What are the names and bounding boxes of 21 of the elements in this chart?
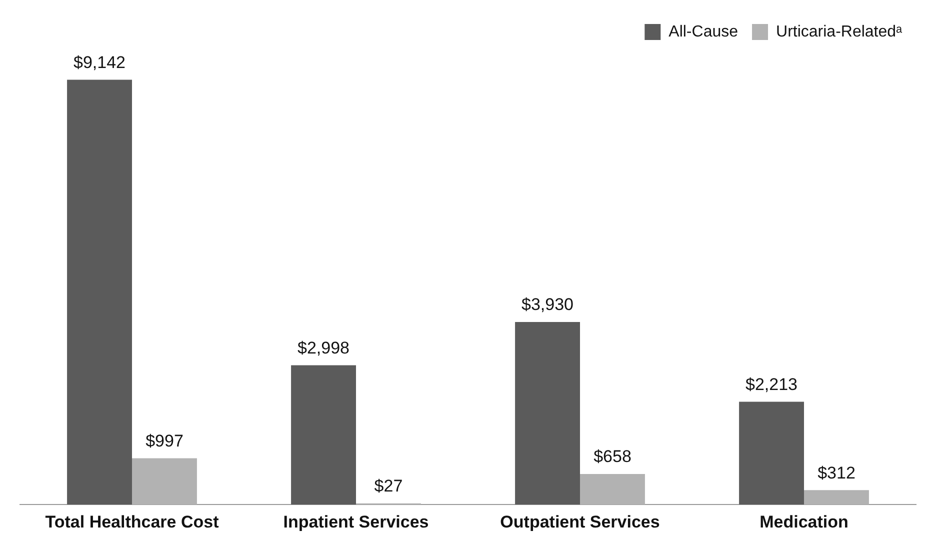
data-label: $3,930 xyxy=(522,295,574,314)
bar xyxy=(739,402,804,505)
data-label: $2,213 xyxy=(746,374,798,394)
data-label: $312 xyxy=(818,463,856,482)
bar xyxy=(580,474,645,505)
x-tick-label: Total Healthcare Cost xyxy=(45,512,220,532)
data-label: $658 xyxy=(594,447,632,466)
data-label: $997 xyxy=(146,431,184,450)
x-tick-label: Inpatient Services xyxy=(283,512,429,532)
bar xyxy=(291,365,356,505)
bar xyxy=(515,322,580,505)
data-label: $2,998 xyxy=(298,338,350,358)
x-tick-label: Medication xyxy=(760,512,848,532)
x-tick-label: Outpatient Services xyxy=(500,512,660,532)
legend-label: All-Cause xyxy=(668,23,738,40)
bar xyxy=(132,458,197,505)
bar xyxy=(67,80,132,505)
data-label: $9,142 xyxy=(74,52,126,72)
data-label: $27 xyxy=(374,476,403,496)
legend-label: Urticaria-Relatedᵃ xyxy=(776,23,904,40)
bar xyxy=(804,490,869,505)
